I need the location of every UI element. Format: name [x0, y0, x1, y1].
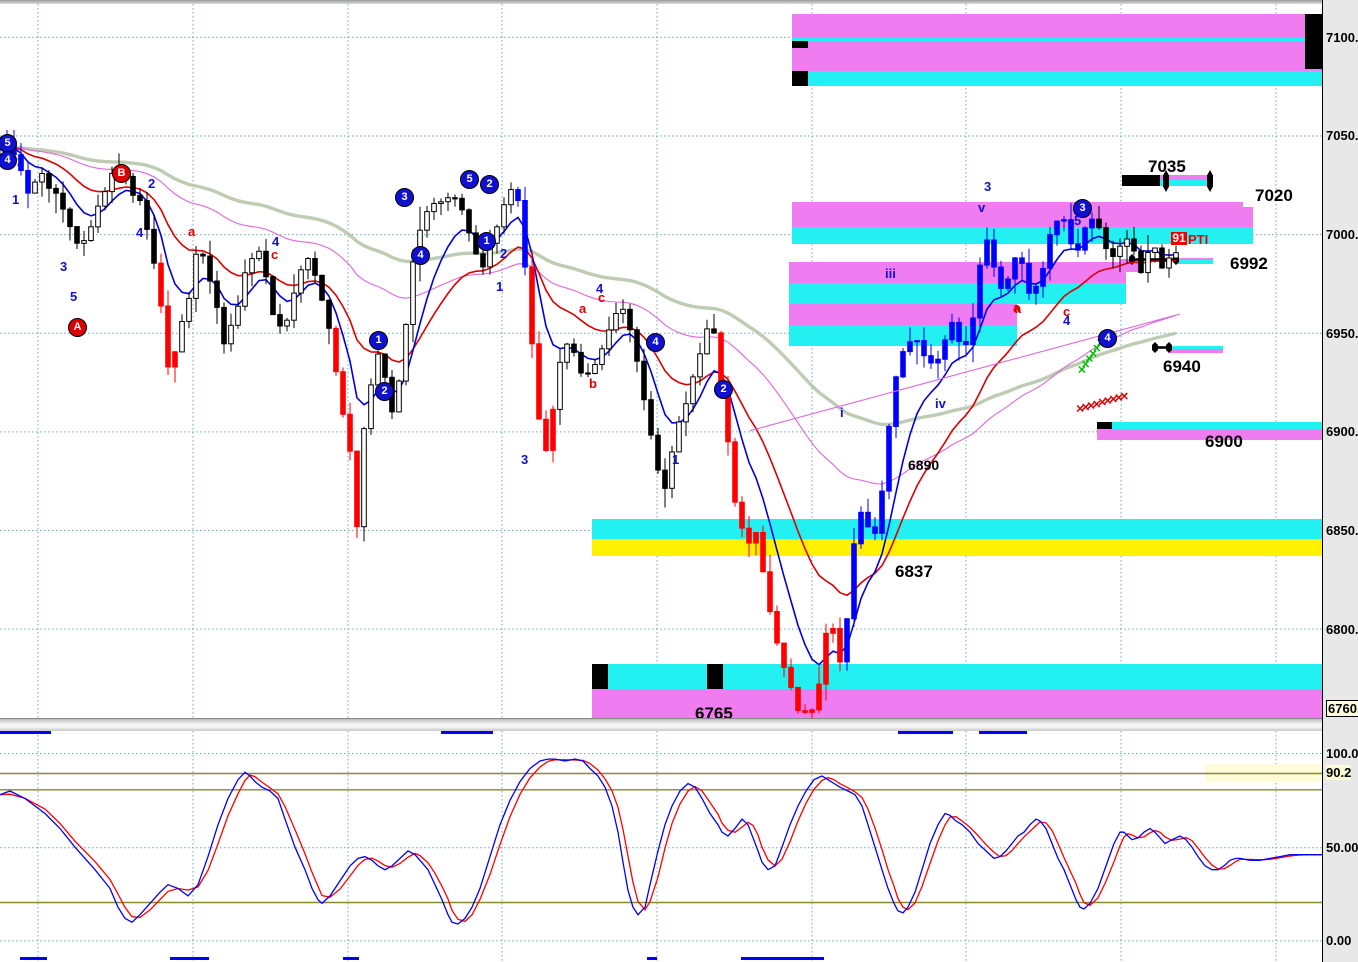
svg-text:✕: ✕ [1120, 391, 1129, 403]
